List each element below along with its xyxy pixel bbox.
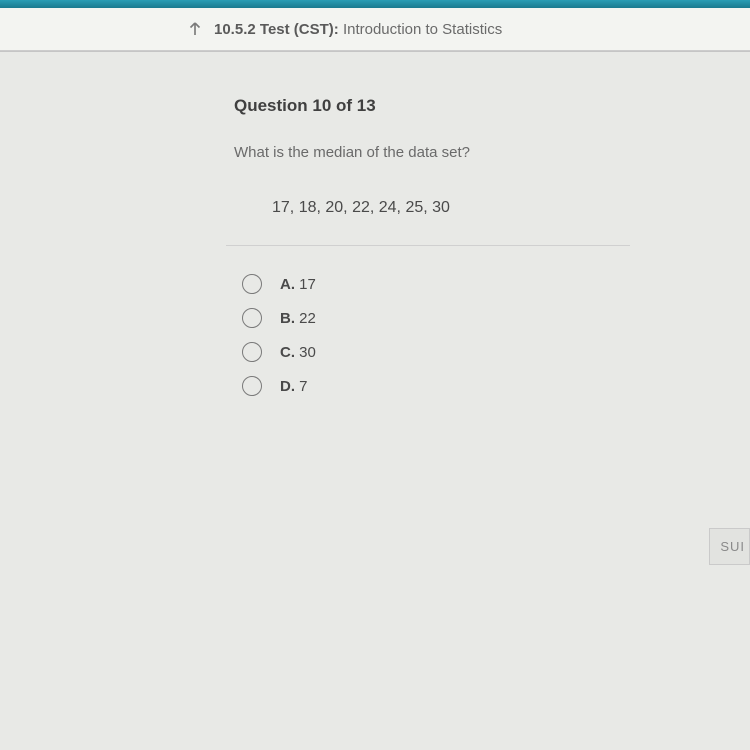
question-content: Question 10 of 13 What is the median of …: [0, 52, 750, 396]
data-set: 17, 18, 20, 22, 24, 25, 30: [234, 199, 750, 217]
radio-icon[interactable]: [242, 274, 262, 294]
option-value: 17: [299, 276, 316, 293]
section-number: 10.5.2: [214, 21, 256, 38]
radio-icon[interactable]: [242, 376, 262, 396]
page-header: 10.5.2 Test (CST): Introduction to Stati…: [0, 8, 750, 51]
option-value: 22: [299, 310, 316, 327]
option-label: A. 17: [280, 276, 316, 293]
question-text: What is the median of the data set?: [234, 144, 750, 161]
option-label: C. 30: [280, 344, 316, 361]
option-letter: B.: [280, 310, 295, 327]
radio-icon[interactable]: [242, 308, 262, 328]
question-number: Question 10 of 13: [234, 96, 750, 116]
option-b[interactable]: B. 22: [242, 308, 750, 328]
option-c[interactable]: C. 30: [242, 342, 750, 362]
header-title: 10.5.2 Test (CST): Introduction to Stati…: [214, 21, 502, 38]
window-top-accent: [0, 0, 750, 8]
option-label: B. 22: [280, 310, 316, 327]
subject-name: Introduction to Statistics: [343, 21, 502, 38]
submit-button[interactable]: SUI: [709, 528, 750, 565]
option-value: 7: [299, 378, 307, 395]
option-a[interactable]: A. 17: [242, 274, 750, 294]
option-d[interactable]: D. 7: [242, 376, 750, 396]
option-letter: D.: [280, 378, 295, 395]
option-value: 30: [299, 344, 316, 361]
radio-icon[interactable]: [242, 342, 262, 362]
back-arrow-icon[interactable]: [186, 20, 204, 38]
test-label: Test (CST):: [260, 21, 339, 38]
options-list: A. 17 B. 22 C. 30 D.: [234, 274, 750, 396]
option-letter: C.: [280, 344, 295, 361]
answer-divider: [226, 245, 630, 246]
option-label: D. 7: [280, 378, 308, 395]
option-letter: A.: [280, 276, 295, 293]
